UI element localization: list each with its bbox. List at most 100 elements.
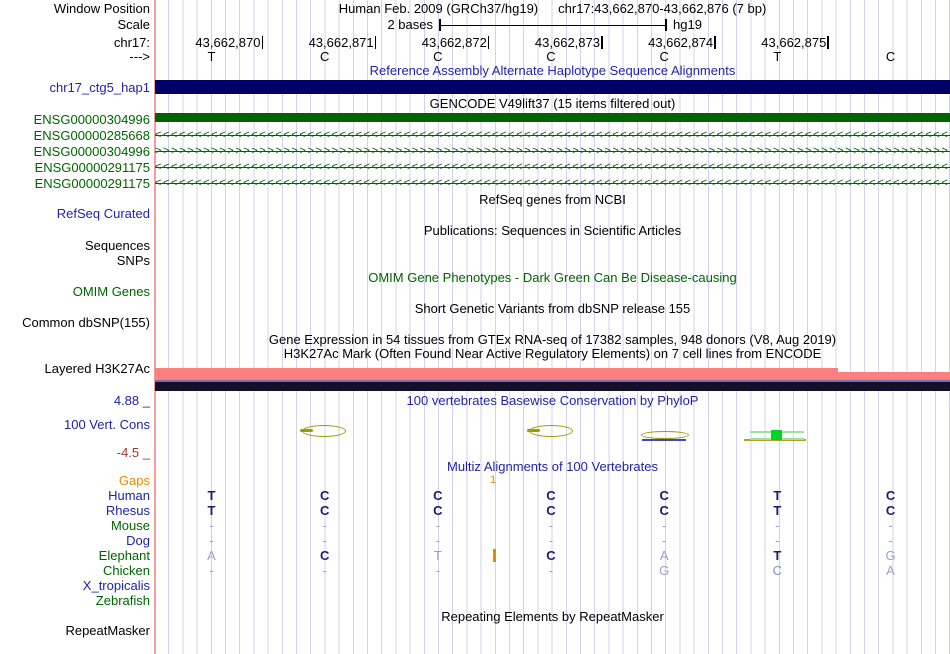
scale-bar bbox=[440, 24, 666, 26]
aligned-base: - bbox=[775, 533, 780, 548]
phylop-track-title[interactable]: 100 vertebrates Basewise Conservation by… bbox=[406, 393, 699, 408]
ruler-label-text: 43,662,875 bbox=[761, 35, 827, 50]
ruler-tick bbox=[487, 36, 490, 49]
aligned-base: T bbox=[773, 548, 782, 563]
snps-label[interactable]: SNPs bbox=[116, 253, 150, 268]
repeatmasker-label[interactable]: RepeatMasker bbox=[65, 623, 150, 638]
scale-value: 2 bases bbox=[387, 17, 433, 32]
aligned-base: C bbox=[659, 503, 669, 518]
alt-haplotype-track-title[interactable]: Reference Assembly Alternate Haplotype S… bbox=[369, 63, 736, 78]
species-label[interactable]: Dog bbox=[126, 533, 150, 548]
aligned-base: - bbox=[662, 533, 667, 548]
ruler-label: 43,662,870 bbox=[133, 36, 263, 49]
gene-exon-bar[interactable] bbox=[155, 113, 950, 122]
aligned-base: - bbox=[435, 563, 440, 578]
aligned-base: T bbox=[207, 488, 216, 503]
phylop-max-value: 4.88 _ bbox=[113, 393, 150, 408]
species-label[interactable]: Elephant bbox=[98, 548, 150, 563]
gencode-track-title[interactable]: GENCODE V49lift37 (15 items filtered out… bbox=[429, 96, 676, 111]
multiz-track-title[interactable]: Multiz Alignments of 100 Vertebrates bbox=[446, 459, 658, 474]
reference-base: C bbox=[885, 49, 896, 64]
gene-strand-arrows[interactable]: <<<<<<<<<<<<<<<<<<<<<<<<<<<<<<<<<<<<<<<<… bbox=[155, 177, 950, 190]
aligned-base: T bbox=[773, 503, 782, 518]
ruler-tick bbox=[601, 36, 603, 49]
aligned-base: G bbox=[659, 563, 670, 578]
gene-label[interactable]: ENSG00000304996 bbox=[33, 144, 150, 159]
refseq-curated-label[interactable]: RefSeq Curated bbox=[56, 206, 150, 221]
insert-marker bbox=[493, 549, 496, 562]
ruler-label-text: 43,662,871 bbox=[308, 35, 374, 50]
gene-strand-arrows[interactable]: >>>>>>>>>>>>>>>>>>>>>>>>>>>>>>>>>>>>>>>>… bbox=[155, 145, 950, 158]
aligned-base: A bbox=[659, 548, 669, 563]
alt-haplotype-item-bar[interactable] bbox=[155, 80, 950, 94]
alt-haplotype-item-label[interactable]: chr17_ctg5_hap1 bbox=[49, 80, 150, 95]
aligned-base: C bbox=[885, 488, 896, 503]
species-label[interactable]: Zebrafish bbox=[95, 593, 150, 608]
species-label[interactable]: X_tropicalis bbox=[82, 578, 150, 593]
h3k27ac-signal-low[interactable] bbox=[838, 372, 950, 380]
species-label[interactable]: Chicken bbox=[103, 563, 150, 578]
h3k27ac-signal-high[interactable] bbox=[155, 368, 838, 380]
window-start-line bbox=[154, 0, 156, 654]
window-position-title: Human Feb. 2009 (GRCh37/hg19) chr17:43,66… bbox=[155, 2, 950, 15]
ruler-tick bbox=[374, 36, 377, 49]
sequences-label[interactable]: Sequences bbox=[84, 238, 150, 253]
ruler-label-text: 43,662,870 bbox=[195, 35, 261, 50]
phylop-mark-4 bbox=[744, 430, 807, 442]
scale-bar-left-tick bbox=[439, 19, 441, 31]
ruler-label: 43,662,871 bbox=[246, 35, 377, 50]
reference-base: C bbox=[546, 49, 556, 64]
repeatmasker-track-title[interactable]: Repeating Elements by RepeatMasker bbox=[441, 609, 664, 624]
gene-label[interactable]: ENSG00000291175 bbox=[34, 160, 150, 175]
aligned-base: C bbox=[885, 503, 896, 518]
h3k27ac-track-title[interactable]: H3K27Ac Mark (Often Found Near Active Re… bbox=[283, 346, 822, 361]
ruler-label: 43,662,873 bbox=[473, 36, 603, 49]
gene-strand-arrows[interactable]: <<<<<<<<<<<<<<<<<<<<<<<<<<<<<<<<<<<<<<<<… bbox=[155, 129, 950, 142]
gaps-label[interactable]: Gaps bbox=[118, 473, 150, 488]
aligned-base: - bbox=[435, 518, 440, 533]
phylop-track-label[interactable]: 100 Vert. Cons bbox=[64, 417, 150, 432]
genome-label: hg19 bbox=[673, 17, 702, 32]
aligned-base: C bbox=[319, 548, 330, 563]
aligned-base: - bbox=[209, 533, 214, 548]
aligned-base: - bbox=[209, 563, 214, 578]
ruler-label: 43,662,874 bbox=[586, 36, 716, 49]
aligned-base: - bbox=[322, 518, 327, 533]
aligned-base: A bbox=[886, 563, 895, 578]
gtex-track-title[interactable]: Gene Expression in 54 tissues from GTEx … bbox=[268, 332, 837, 347]
refseq-track-title[interactable]: RefSeq genes from NCBI bbox=[479, 192, 626, 207]
gene-label[interactable]: ENSG00000291175 bbox=[34, 176, 150, 191]
aligned-base: C bbox=[433, 488, 443, 503]
aligned-base: - bbox=[209, 518, 214, 533]
publications-track-title[interactable]: Publications: Sequences in Scientific Ar… bbox=[423, 223, 682, 238]
aligned-base: C bbox=[546, 548, 556, 563]
omim-track-title[interactable]: OMIM Gene Phenotypes - Dark Green Can Be… bbox=[368, 270, 737, 285]
h3k27ac-label[interactable]: Layered H3K27Ac bbox=[44, 361, 150, 376]
window-position-label: Window Position bbox=[53, 1, 150, 16]
species-label[interactable]: Human bbox=[108, 488, 150, 503]
species-label[interactable]: Mouse bbox=[110, 518, 150, 533]
aligned-base: - bbox=[775, 518, 780, 533]
aligned-base: C bbox=[772, 563, 783, 578]
reference-base: T bbox=[773, 49, 782, 64]
scale-bar-right-tick bbox=[665, 19, 667, 31]
dbsnp-track-title[interactable]: Short Genetic Variants from dbSNP releas… bbox=[414, 301, 691, 316]
aligned-base: T bbox=[773, 488, 782, 503]
phylop-mark-1 bbox=[300, 425, 346, 437]
ruler-tick bbox=[261, 36, 263, 49]
omim-genes-label[interactable]: OMIM Genes bbox=[72, 284, 150, 299]
ruler-tick bbox=[714, 36, 716, 49]
ruler-label-text: 43,662,872 bbox=[421, 35, 487, 50]
gene-label[interactable]: ENSG00000285668 bbox=[33, 128, 150, 143]
gene-label[interactable]: ENSG00000304996 bbox=[33, 112, 150, 127]
aligned-base: C bbox=[546, 503, 556, 518]
ruler-label-text: 43,662,874 bbox=[648, 35, 714, 50]
species-label[interactable]: Rhesus bbox=[105, 503, 150, 518]
gene-strand-arrows[interactable]: <<<<<<<<<<<<<<<<<<<<<<<<<<<<<<<<<<<<<<<<… bbox=[155, 161, 950, 174]
h3k27ac-slate-line bbox=[155, 380, 950, 382]
guidelines bbox=[155, 0, 950, 654]
dbsnp-label[interactable]: Common dbSNP(155) bbox=[22, 315, 150, 330]
ruler-label: 43,662,875 bbox=[699, 36, 829, 49]
assembly-title: Human Feb. 2009 (GRCh37/hg19) bbox=[338, 1, 539, 16]
